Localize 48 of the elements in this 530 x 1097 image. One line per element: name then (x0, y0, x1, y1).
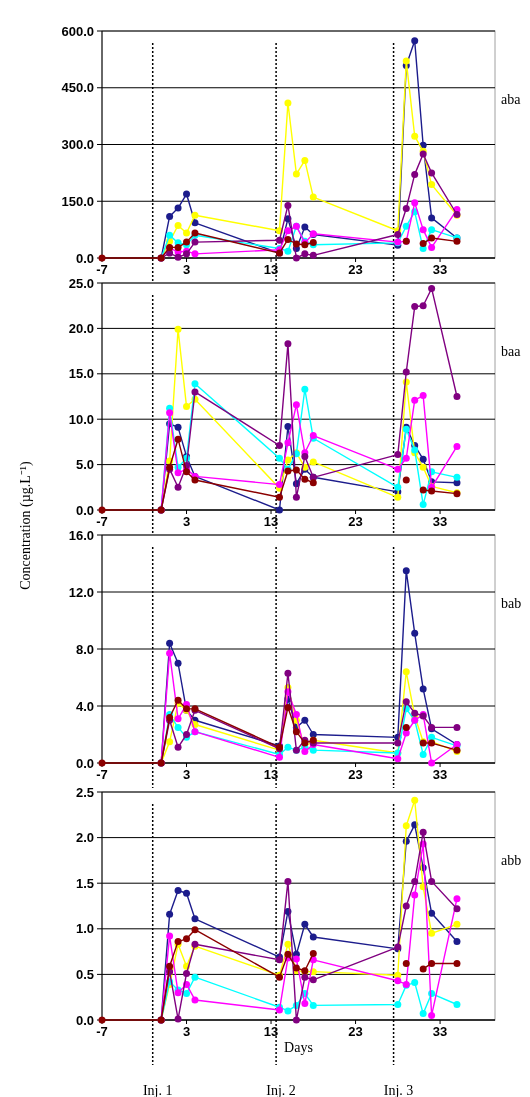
y-tick-label: 600.0 (61, 23, 94, 39)
x-tick-label: -7 (96, 1024, 108, 1039)
y-tick-label: 1.5 (75, 875, 94, 891)
x-tick-label: 33 (432, 514, 448, 529)
y-tick-label: 20.0 (68, 320, 94, 336)
y-tick-label: 0.0 (75, 502, 94, 518)
y-tick-label: 2.0 (75, 830, 94, 846)
x-tick-label: -7 (96, 262, 108, 277)
y-tick-label: 12.0 (68, 584, 94, 600)
y-tick-label: 10.0 (68, 411, 94, 427)
x-tick-label: 23 (348, 1024, 363, 1039)
text: baa (501, 344, 522, 359)
y-tick-label: 0.0 (75, 755, 94, 771)
y-tick-label: 8.0 (75, 641, 94, 657)
x-tick-label: 13 (263, 1024, 279, 1039)
text: abb (501, 853, 522, 869)
text: bab (501, 596, 522, 612)
x-tick-label: 3 (182, 262, 191, 277)
x-tick-label: -7 (96, 514, 108, 529)
x-tick-label: 3 (182, 514, 191, 529)
x-tick-label: 13 (263, 767, 279, 782)
y-tick-label: 15.0 (68, 366, 94, 382)
y-tick-label: 25.0 (68, 275, 94, 291)
y-tick-label: 1.0 (75, 921, 94, 937)
y-tick-label: 300.0 (61, 137, 94, 153)
x-tick-label: -7 (96, 767, 108, 782)
x-tick-label: 23 (348, 262, 363, 277)
x-tick-label: 13 (263, 262, 279, 277)
x-tick-label: 33 (432, 1024, 448, 1039)
text: aba (501, 92, 522, 107)
x-tick-label: 23 (348, 514, 363, 529)
y-tick-label: 16.0 (68, 527, 94, 543)
x-tick-label: 23 (348, 767, 363, 782)
y-tick-label: 5.0 (75, 457, 94, 473)
y-tick-label: 150.0 (61, 193, 94, 209)
y-tick-label: 450.0 (61, 80, 94, 96)
x-tick-label: 13 (263, 514, 279, 529)
y-tick-label: 0.5 (75, 966, 94, 982)
x-axis-title: Days (284, 1040, 313, 1055)
y-tick-label: 2.5 (75, 784, 94, 800)
x-tick-label: 3 (182, 767, 191, 782)
y-tick-label: 0.0 (75, 250, 94, 266)
y-axis-title: Concentration (µg.L⁻¹) (18, 460, 34, 590)
y-tick-label: 0.0 (75, 1012, 94, 1028)
y-tick-label: 4.0 (75, 698, 94, 714)
x-tick-label: 3 (182, 1024, 191, 1039)
x-tick-label: 33 (432, 262, 448, 277)
x-tick-label: 33 (432, 767, 448, 782)
